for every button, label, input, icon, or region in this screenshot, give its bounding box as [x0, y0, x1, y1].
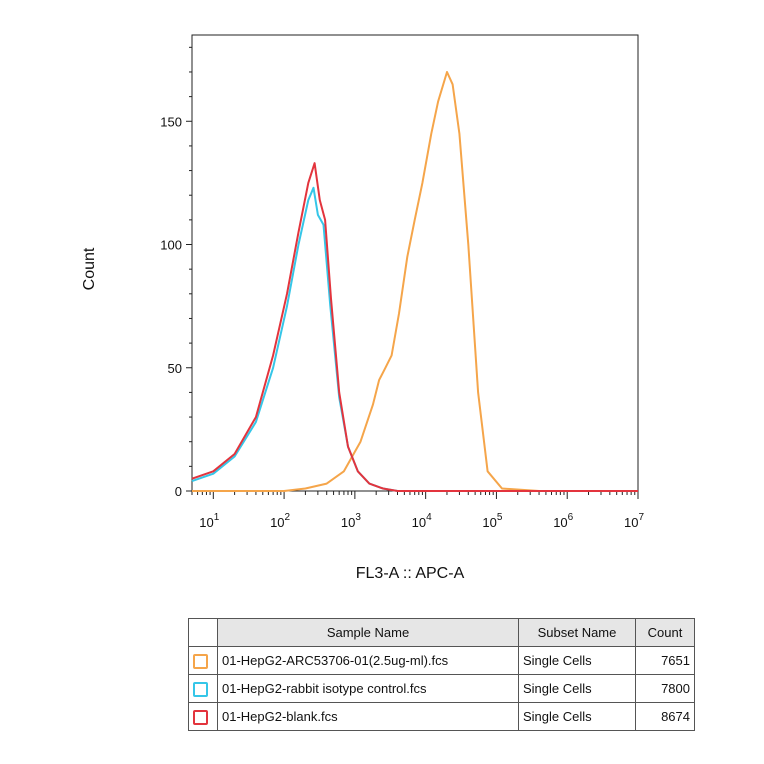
legend-subset-name: Single Cells [518, 702, 636, 731]
legend-subset-name: Single Cells [518, 674, 636, 703]
legend-sample-name: 01-HepG2-rabbit isotype control.fcs [217, 674, 519, 703]
legend-header-row: Sample Name Subset Name Count [188, 618, 695, 647]
legend-sample-name: 01-HepG2-ARC53706-01(2.5ug-ml).fcs [217, 646, 519, 675]
x-axis-label: FL3-A :: APC-A [355, 565, 465, 582]
legend-header-sample: Sample Name [217, 618, 519, 647]
legend-swatch [193, 709, 208, 725]
x-tick-label: 106 [553, 512, 573, 530]
series-line [192, 71, 638, 492]
series-line [191, 162, 638, 492]
legend-row: 01-HepG2-blank.fcs Single Cells 8674 [188, 702, 695, 731]
legend-swatch [193, 653, 208, 669]
y-tick-label: 50 [168, 361, 182, 376]
x-tick-label: 102 [270, 512, 290, 530]
x-tick-label: 101 [199, 512, 219, 530]
legend-header-count: Count [635, 618, 695, 647]
legend-subset-name: Single Cells [518, 646, 636, 675]
y-tick-label: 0 [175, 484, 182, 499]
x-tick-label: 107 [624, 512, 644, 530]
legend-count: 7800 [635, 674, 695, 703]
legend-swatch-cell [188, 674, 218, 703]
legend-header-swatch [188, 618, 218, 647]
y-tick-label: 150 [160, 114, 182, 129]
legend-swatch [193, 681, 208, 697]
x-tick-label: 103 [341, 512, 361, 530]
legend-swatch-cell [188, 646, 218, 675]
legend-count: 7651 [635, 646, 695, 675]
legend-sample-name: 01-HepG2-blank.fcs [217, 702, 519, 731]
legend-row: 01-HepG2-ARC53706-01(2.5ug-ml).fcs Singl… [188, 646, 695, 675]
plot-frame [191, 34, 639, 492]
legend-header-subset: Subset Name [518, 618, 636, 647]
legend-count: 8674 [635, 702, 695, 731]
y-axis-label: Count [81, 247, 98, 291]
legend-table: Sample Name Subset Name Count 01-HepG2-A… [188, 618, 695, 731]
y-tick-label: 100 [160, 238, 182, 253]
series-line [191, 186, 638, 492]
legend-row: 01-HepG2-rabbit isotype control.fcs Sing… [188, 674, 695, 703]
x-tick-label: 104 [412, 512, 432, 530]
legend-swatch-cell [188, 702, 218, 731]
x-tick-label: 105 [482, 512, 502, 530]
